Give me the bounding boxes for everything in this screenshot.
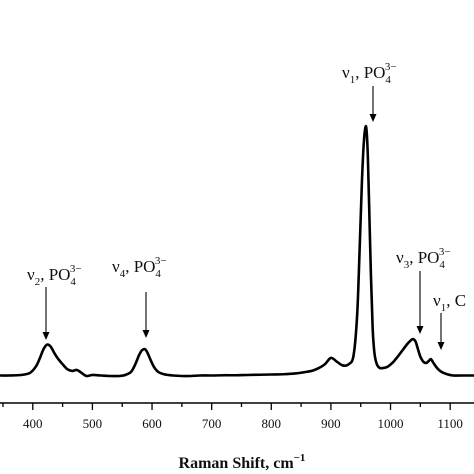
- spectrum-line: [0, 124, 474, 378]
- x-tick-label: 900: [321, 416, 341, 431]
- x-tick-label: 700: [202, 416, 222, 431]
- annotation-chem-superscript: 3−: [155, 255, 167, 267]
- peak-annotation: ν4, PO43−: [112, 255, 167, 338]
- peak-annotation-label: ν2, PO43−: [27, 263, 82, 288]
- x-tick-label: 1000: [378, 416, 404, 431]
- annotation-species: , PO: [40, 265, 70, 284]
- annotation-chem-subscript: 4: [70, 276, 76, 288]
- peak-annotation: ν2, PO43−: [27, 263, 82, 340]
- annotations: ν1, PO43−ν2, PO43− ν4, PO43− ν3, PO43−ν1, …: [27, 61, 466, 350]
- annotation-chem-superscript: 3−: [439, 246, 451, 258]
- annotation-chem-superscript: 3−: [70, 263, 82, 275]
- peak-annotation-label: ν1, C: [433, 291, 466, 314]
- annotation-nu: ν: [27, 265, 35, 284]
- annotation-species: , C: [446, 291, 466, 310]
- annotation-species: , PO: [409, 248, 439, 267]
- peak-annotation: ν3, PO43−: [396, 246, 451, 334]
- annotation-chem-subscript: 4: [385, 74, 391, 86]
- x-axis: 400 500 600 700 800 900 1000 1100: [0, 402, 474, 431]
- x-tick-label: 800: [262, 416, 282, 431]
- x-axis-title-text: Raman Shift, cm: [179, 455, 295, 472]
- annotation-chem-subscript: 4: [439, 259, 445, 271]
- series-layer: [0, 124, 474, 378]
- annotation-mode-subscript: 1: [441, 302, 447, 314]
- annotation-arrow-head: [142, 330, 150, 338]
- annotation-arrow-head: [416, 326, 424, 334]
- peak-annotation-label: ν4, PO43−: [112, 255, 167, 280]
- annotation-nu: ν: [112, 257, 120, 276]
- annotation-chem-superscript: 3−: [385, 61, 397, 73]
- x-tick-label: 400: [23, 416, 43, 431]
- peak-annotation-label: ν1, PO43−: [342, 61, 397, 86]
- peak-annotation-label: ν3, PO43−: [396, 246, 451, 271]
- annotation-species: , PO: [125, 257, 155, 276]
- x-tick-label: 500: [83, 416, 103, 431]
- annotation-nu: ν: [433, 291, 441, 310]
- annotation-arrow-head: [42, 332, 50, 340]
- annotation-chem-subscript: 4: [155, 268, 161, 280]
- annotation-mode-subscript: 4: [120, 268, 126, 280]
- annotation-nu: ν: [396, 248, 404, 267]
- annotation-arrow-head: [369, 114, 377, 122]
- annotation-mode-subscript: 3: [404, 259, 410, 271]
- annotation-nu: ν: [342, 63, 350, 82]
- x-tick-label: 600: [142, 416, 162, 431]
- annotation-arrow-head: [437, 342, 445, 350]
- peak-annotation: ν1, C: [433, 291, 466, 350]
- x-axis-title: Raman Shift, cm−1: [179, 452, 306, 472]
- x-ticks: 400 500 600 700 800 900 1000 1100: [2, 403, 463, 431]
- x-axis-title-superscript: −1: [294, 452, 306, 464]
- x-tick-label: 1100: [437, 416, 463, 431]
- peak-annotation: ν1, PO43−: [342, 61, 397, 122]
- annotation-species: , PO: [355, 63, 385, 82]
- annotation-mode-subscript: 2: [35, 276, 41, 288]
- annotation-mode-subscript: 1: [350, 74, 356, 86]
